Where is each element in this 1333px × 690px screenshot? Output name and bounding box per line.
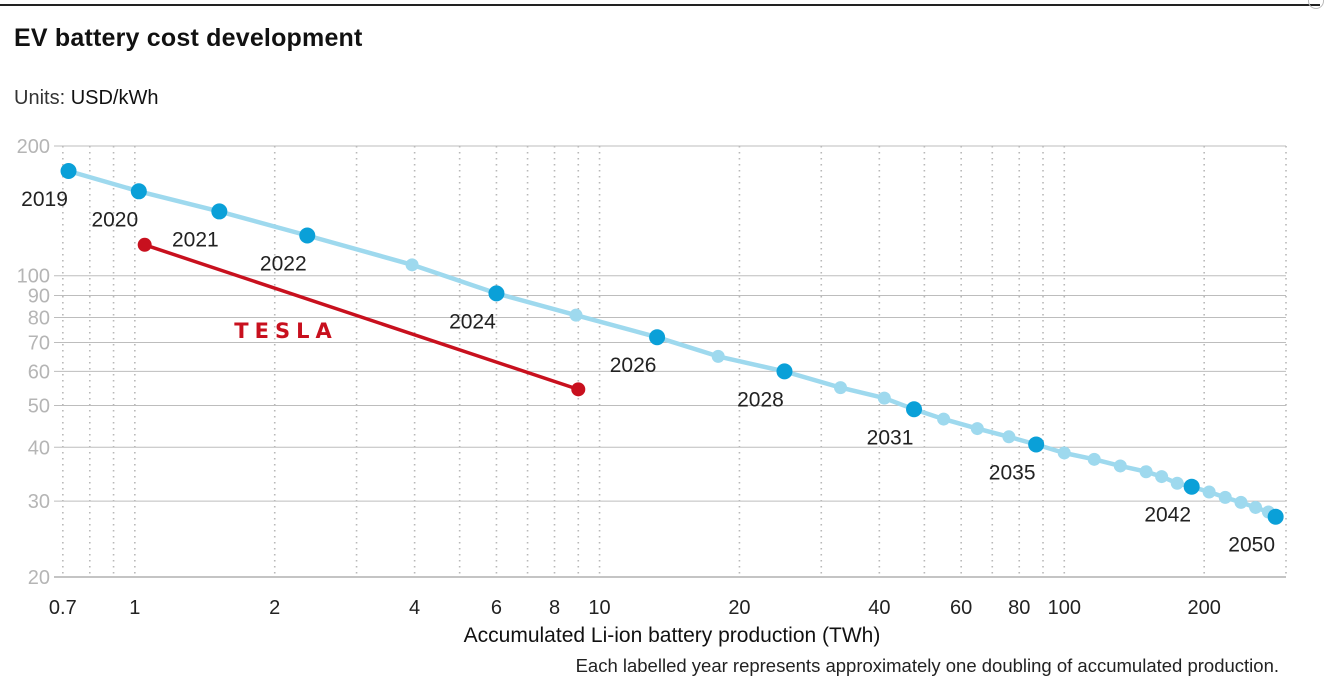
data-point bbox=[834, 381, 848, 395]
year-data-point bbox=[488, 285, 505, 302]
units-prefix: Units: bbox=[14, 87, 66, 109]
year-label: 2042 bbox=[1144, 504, 1191, 527]
chart-title: EV battery cost development bbox=[14, 24, 363, 52]
year-label: 2020 bbox=[91, 208, 138, 231]
year-data-point bbox=[649, 329, 666, 346]
year-data-point bbox=[299, 227, 316, 244]
data-point bbox=[1087, 452, 1101, 466]
x-tick-label: 200 bbox=[1187, 597, 1220, 619]
y-tick-label: 80 bbox=[28, 308, 50, 330]
year-data-point bbox=[906, 401, 923, 418]
x-tick-label: 10 bbox=[588, 597, 610, 619]
year-label: 2022 bbox=[260, 252, 307, 275]
year-label: 2021 bbox=[172, 228, 219, 251]
data-point bbox=[1234, 495, 1248, 509]
year-data-point bbox=[1028, 436, 1045, 453]
data-point bbox=[1202, 485, 1216, 499]
x-tick-label: 6 bbox=[491, 597, 502, 619]
data-point bbox=[1155, 470, 1169, 484]
data-point bbox=[970, 422, 984, 436]
y-tick-label: 70 bbox=[28, 333, 50, 355]
data-point bbox=[1113, 459, 1127, 473]
x-tick-label: 2 bbox=[269, 597, 280, 619]
x-tick-label: 80 bbox=[1008, 597, 1030, 619]
x-tick-label: 60 bbox=[950, 597, 972, 619]
tesla-logo: TESLA bbox=[234, 319, 337, 343]
y-tick-label: 90 bbox=[28, 285, 50, 307]
y-tick-label: 40 bbox=[28, 437, 50, 459]
top-rule bbox=[0, 4, 1320, 6]
data-point bbox=[711, 349, 725, 363]
year-label: 2026 bbox=[610, 354, 657, 377]
x-axis-label: Accumulated Li-ion battery production (T… bbox=[464, 624, 881, 647]
year-data-point bbox=[1183, 478, 1200, 495]
y-tick-label: 100 bbox=[17, 266, 50, 288]
x-tick-label: 20 bbox=[728, 597, 750, 619]
year-label: 2050 bbox=[1228, 534, 1275, 557]
tesla-cost-line bbox=[142, 243, 581, 392]
x-tick-label: 40 bbox=[868, 597, 890, 619]
tesla-data-point bbox=[571, 382, 586, 397]
year-data-point bbox=[776, 363, 793, 380]
data-point bbox=[1249, 500, 1263, 514]
year-label: 2024 bbox=[449, 310, 496, 333]
data-point bbox=[877, 391, 891, 405]
x-tick-label: 4 bbox=[409, 597, 420, 619]
year-label: 2019 bbox=[21, 188, 68, 211]
chart-footnote: Each labelled year represents approximat… bbox=[575, 655, 1279, 676]
x-tick-label: 0.7 bbox=[49, 597, 77, 619]
year-label: 2028 bbox=[737, 388, 784, 411]
data-point bbox=[405, 258, 419, 272]
data-point bbox=[1002, 430, 1016, 444]
y-tick-label: 30 bbox=[28, 491, 50, 513]
y-tick-label: 50 bbox=[28, 395, 50, 417]
x-tick-label: 100 bbox=[1048, 597, 1081, 619]
x-tick-label: 1 bbox=[129, 597, 140, 619]
tesla-data-point bbox=[137, 237, 152, 252]
y-tick-label: 20 bbox=[28, 567, 50, 589]
data-point bbox=[1218, 490, 1232, 504]
year-data-point bbox=[211, 203, 228, 220]
data-point bbox=[569, 308, 583, 322]
data-point bbox=[937, 412, 951, 426]
year-data-point bbox=[130, 183, 147, 200]
data-point bbox=[1057, 446, 1071, 460]
data-point bbox=[1170, 476, 1184, 490]
units-value: USD/kWh bbox=[70, 87, 159, 109]
year-label: 2035 bbox=[989, 461, 1036, 484]
y-tick-label: 200 bbox=[17, 136, 50, 158]
y-tick-label: 60 bbox=[28, 361, 50, 383]
data-point bbox=[1139, 465, 1153, 479]
year-data-point bbox=[60, 162, 77, 179]
x-tick-label: 8 bbox=[549, 597, 560, 619]
year-label: 2031 bbox=[867, 426, 914, 449]
year-data-point bbox=[1267, 508, 1284, 525]
units-label: Units: USD/kWh bbox=[14, 87, 158, 110]
